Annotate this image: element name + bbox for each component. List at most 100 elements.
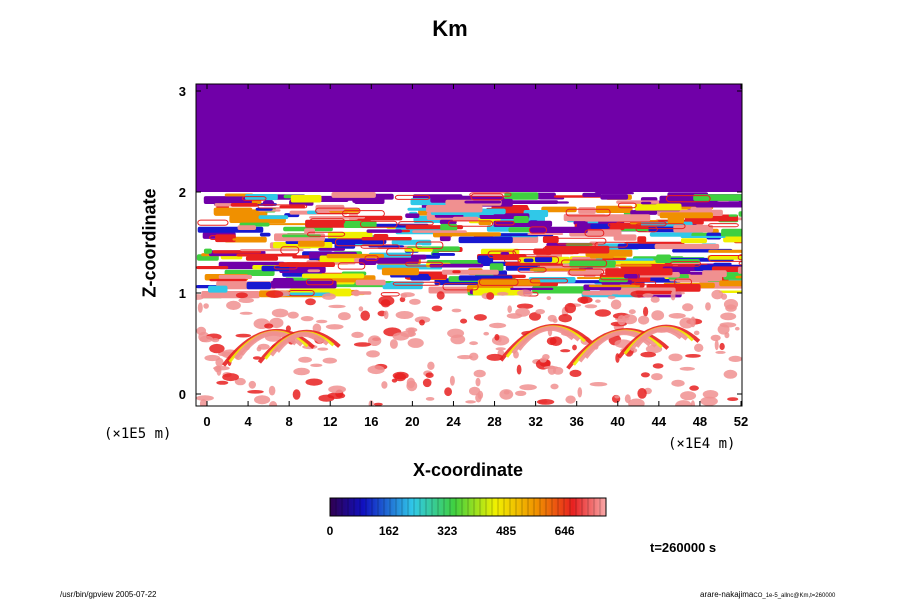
speckle [293,367,310,376]
layer-blob [290,195,322,203]
speckle [235,333,252,338]
speckle [254,395,271,405]
layer-contour [415,241,444,250]
layer-contour [607,222,624,228]
speckle [483,331,490,336]
speckle [610,299,622,310]
speckle [235,292,248,299]
speckle [614,395,620,399]
layer-blob [327,231,373,239]
layer-contour [633,281,657,286]
speckle [238,297,254,303]
speckle [360,310,371,321]
speckle [617,315,626,326]
speckle [580,296,589,304]
speckle [473,314,487,321]
layer-blob [258,215,289,220]
layer-contour [737,254,742,261]
x-tick-label: 36 [569,414,583,429]
layer-blob [411,254,427,260]
colorbar-tick-label: 646 [555,524,575,538]
x-tick-label: 48 [693,414,707,429]
speckle [546,296,552,301]
speckle [317,347,329,351]
upper-region [196,84,742,192]
layer-blob [331,192,376,198]
speckle [496,291,509,296]
layer-blob [412,230,467,233]
speckle [216,380,229,385]
speckle [671,379,685,387]
layer-blob [271,280,337,289]
speckle [680,391,697,401]
speckle [465,400,476,404]
layer-blob [582,291,613,296]
layer-contour [673,278,693,286]
speckle [252,356,262,360]
speckle [218,351,233,357]
speckle [264,323,274,329]
speckle [367,335,382,347]
speckle [572,344,577,351]
speckle [444,387,452,397]
layer-blob [690,207,712,213]
layer-blob [513,216,529,223]
layer-blob [301,273,365,279]
speckle [690,316,696,328]
layer-blob [214,203,234,207]
layer-blob [542,236,559,243]
layer-blob [640,201,652,205]
y-tick-label: 1 [179,286,186,301]
layer-blob [493,220,553,227]
layer-blob [236,253,297,257]
speckle [690,400,695,406]
layer-blob [588,284,641,288]
layer-blob [652,263,708,266]
speckle [394,372,406,382]
speckle [529,312,541,321]
speckle [316,319,328,324]
speckle [383,310,389,320]
speckle [325,324,344,330]
speckle [328,385,346,394]
speckle [199,335,214,343]
x-tick-label: 16 [364,414,378,429]
speckle [720,293,728,300]
layer-contour [504,258,522,263]
layer-blob [237,225,257,230]
speckle [239,311,253,315]
speckle [475,393,482,403]
speckle [409,298,421,305]
speckle [328,304,346,309]
speckle [645,344,663,354]
layer-blob [582,192,602,197]
layer-contour [380,292,400,297]
speckle [395,311,414,319]
layer-blob [510,287,554,290]
layer-contour [307,231,346,237]
speckle [607,295,616,300]
speckle [565,395,576,404]
layer-blob [477,255,494,263]
layer-contour [360,244,400,249]
speckle [449,375,455,386]
speckle [353,342,372,347]
layer-blob [656,254,671,260]
layer-blob [563,213,606,222]
layer-contour [394,194,431,200]
layer-blob [624,274,640,279]
layer-contour [442,283,479,291]
speckle [624,394,631,404]
layer-blob [590,223,609,229]
layer-blob [464,200,502,204]
layer-blob [410,276,431,281]
colorbar-tick-label: 0 [327,524,334,538]
x-tick-label: 8 [286,414,293,429]
speckle [642,293,654,298]
layer-contour [517,266,547,273]
layer-blob [326,253,385,259]
layer-blob [421,242,432,246]
speckle [310,363,323,367]
speckle [675,400,692,406]
layer-contour [543,247,576,255]
